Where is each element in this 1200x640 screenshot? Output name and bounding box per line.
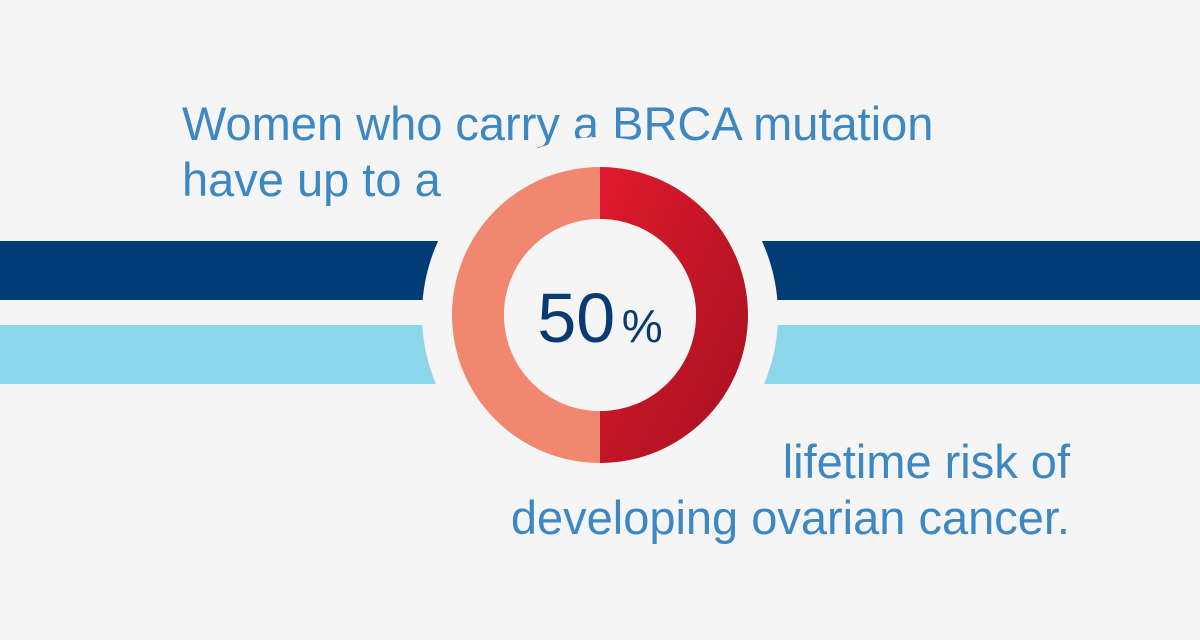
headline: Women who carry a BRCA mutation have up … (182, 96, 933, 208)
headline-line-2: have up to a (182, 153, 441, 206)
footline-line-2: developing ovarian cancer. (510, 491, 1070, 544)
percent-number: 50 (537, 279, 615, 357)
donut-slice-risk (600, 167, 748, 463)
donut-hole (504, 219, 696, 411)
donut-slice-remainder (452, 167, 600, 463)
footline: lifetime risk of developing ovarian canc… (511, 434, 1070, 546)
donut-chart: 50 % (422, 137, 778, 493)
percent-label: 50 % (537, 279, 662, 357)
footline-line-1: lifetime risk of (782, 435, 1070, 488)
headline-line-1: Women who carry a BRCA mutation (182, 97, 934, 150)
percent-sign: % (622, 300, 663, 352)
donut-slices (452, 167, 748, 463)
